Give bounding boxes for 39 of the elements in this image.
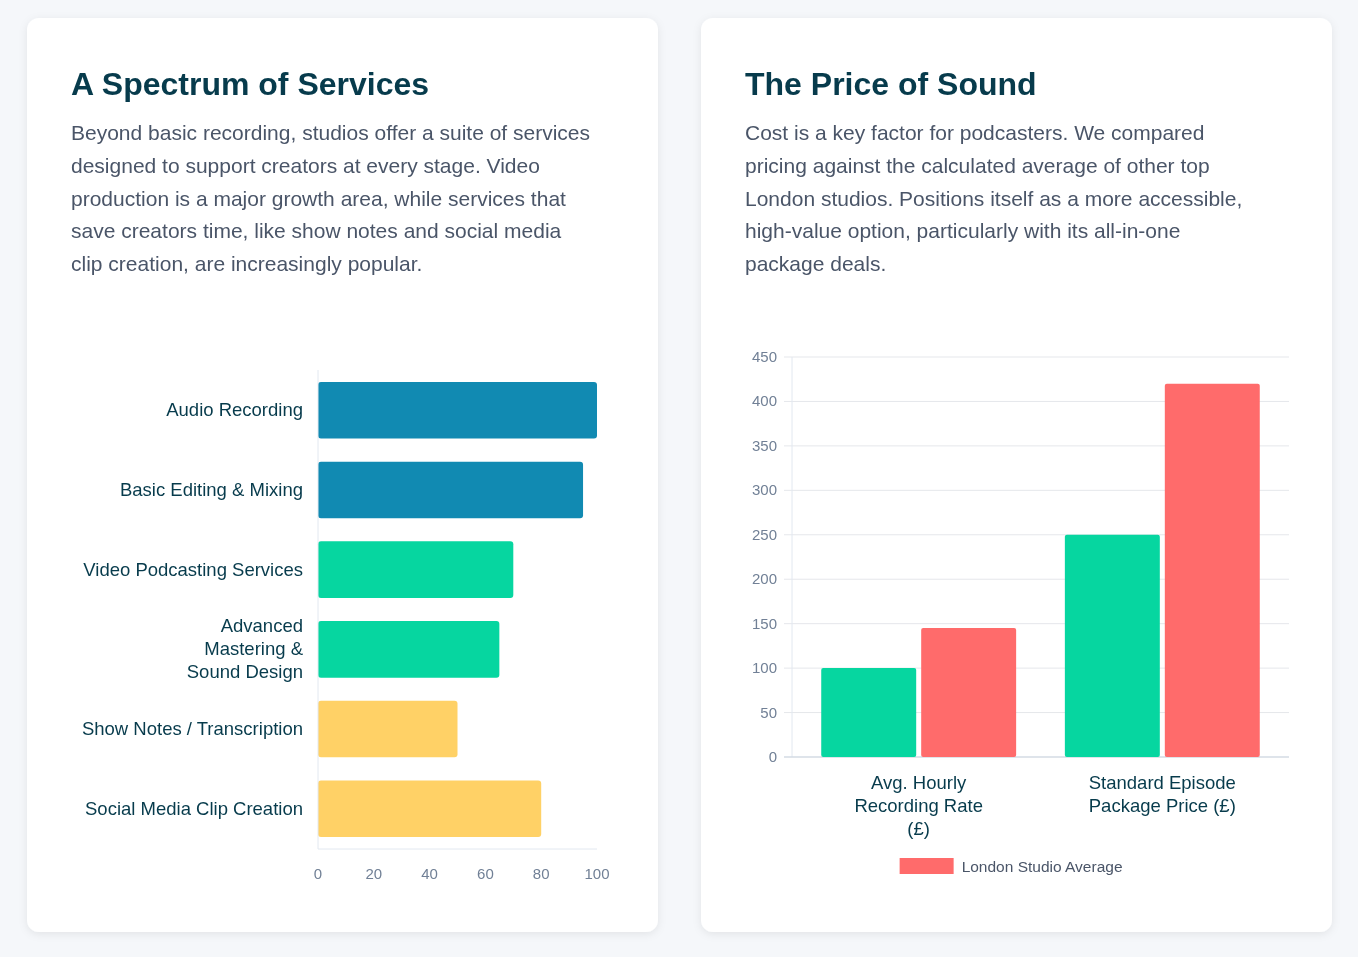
bar — [921, 628, 1017, 757]
y-tick-label: 300 — [751, 481, 777, 499]
bar — [318, 381, 597, 439]
y-tick-label: 250 — [751, 525, 777, 543]
x-tick-label: 60 — [477, 865, 494, 882]
x-tick-label: 100 — [584, 865, 610, 882]
chart-title: A Spectrum of Services — [71, 66, 430, 102]
chart-title: The Price of Sound — [745, 66, 1037, 102]
bar — [318, 461, 584, 519]
bar — [318, 700, 458, 758]
y-tick-label: Show Notes / Transcription — [81, 718, 303, 740]
chart-subtitle: Cost is a key factor for podcasters. We compared pricing against the calculated average of other top London studios. Positions itself as a more accessible, high-value option, particularly with its all-in-one package deals. — [745, 121, 1243, 276]
x-tick-label: 20 — [365, 865, 383, 882]
y-tick-label: 150 — [751, 614, 777, 632]
bar — [318, 541, 514, 598]
bar — [318, 780, 542, 838]
x-tick-label: Standard Episode Package Price (£) — [1088, 772, 1236, 816]
y-tick-label: 350 — [751, 436, 777, 454]
legend-label: London Studio Average — [961, 858, 1123, 875]
bar — [1064, 534, 1160, 757]
bar — [821, 668, 917, 757]
chart-subtitle: Beyond basic recording, studios offer a suite of services designed to support creators at every stage. Video production is a major growth area, while services that save creators time, like show notes and social media clip creation, are increasingly popular. — [71, 121, 591, 276]
y-tick-label: 0 — [768, 748, 777, 765]
y-tick-label: 200 — [751, 570, 777, 588]
y-tick-label: Advanced Mastering & Sound Design — [186, 615, 304, 683]
y-tick-label: 50 — [760, 703, 777, 721]
y-tick-label: Basic Editing & Mixing — [119, 478, 303, 500]
bar — [1164, 383, 1260, 757]
x-tick-label: 40 — [421, 865, 438, 882]
bar — [318, 621, 500, 678]
y-tick-label: Audio Recording — [166, 399, 303, 421]
x-tick-label: 0 — [313, 865, 323, 882]
y-tick-label: 100 — [751, 659, 777, 677]
y-tick-label: 450 — [751, 348, 777, 365]
x-tick-label: Avg. Hourly Recording Rate (£) — [854, 772, 983, 839]
y-tick-label: Video Podcasting Services — [83, 558, 303, 580]
y-tick-label: Social Media Clip Creation — [85, 797, 303, 819]
y-tick-label: 400 — [751, 392, 777, 410]
x-tick-label: 80 — [532, 865, 550, 882]
